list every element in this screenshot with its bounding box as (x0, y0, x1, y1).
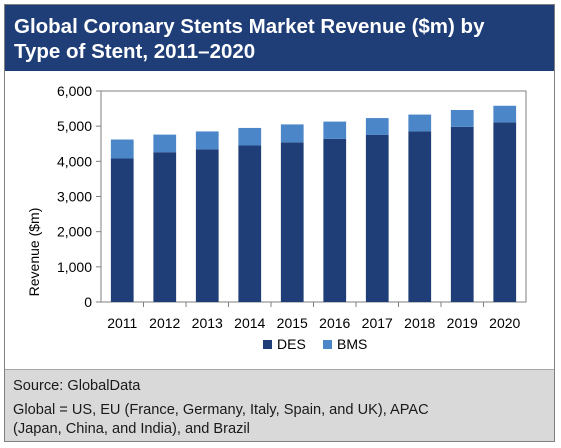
stacked-bar-chart: 0 1,000 2,000 3,000 4,000 5,000 6,000 2011 2012… (26, 83, 527, 352)
chart-footer: Source: GlobalData Global = US, EU (Fran… (5, 369, 554, 441)
x-tick-label: 2017 (362, 315, 393, 331)
y-axis-label: Revenue ($m) (26, 208, 42, 297)
x-tick-label: 2020 (489, 315, 520, 331)
y-tick-label: 2,000 (57, 224, 92, 240)
bar-bms-2012 (153, 134, 177, 153)
x-tick-label: 2012 (149, 315, 180, 331)
bar-bms-2017 (365, 118, 389, 135)
bar-bms-2014 (238, 127, 262, 146)
bar-des-2018 (408, 131, 432, 302)
legend: DES BMS (263, 336, 367, 352)
chart-title-line2: Type of Stent, 2011–2020 (14, 40, 256, 63)
chart-area: 0 1,000 2,000 3,000 4,000 5,000 6,000 2011 2012… (5, 71, 554, 369)
bar-des-2014 (238, 145, 262, 302)
legend-label-bms: BMS (337, 336, 367, 352)
x-tick-label: 2018 (404, 315, 435, 331)
y-tick-label: 6,000 (57, 83, 92, 99)
y-tick-label: 0 (84, 294, 92, 310)
y-tick-label: 5,000 (57, 118, 92, 134)
bar-des-2016 (323, 138, 347, 302)
bar-bms-2016 (323, 121, 347, 139)
coverage-note-line2: (Japan, China, and India), and Brazil (13, 421, 250, 437)
coverage-note-line1: Global = US, EU (France, Germany, Italy,… (13, 402, 429, 418)
x-tick-label: 2019 (447, 315, 478, 331)
legend-label-des: DES (277, 336, 306, 352)
x-tick-label: 2016 (319, 315, 350, 331)
bar-des-2015 (280, 142, 304, 302)
bar-bms-2020 (493, 105, 517, 123)
bar-bms-2011 (110, 139, 134, 159)
bars-group (110, 105, 517, 302)
x-tick-label: 2015 (277, 315, 308, 331)
bar-bms-2018 (408, 114, 432, 132)
x-axis: 2011 2012 2013 2014 2015 2016 2017 2018 2019 2020 (107, 302, 521, 331)
source-note: Source: GlobalData (13, 378, 141, 394)
y-tick-label: 1,000 (57, 259, 92, 275)
chart-header: Global Coronary Stents Market Revenue ($… (5, 5, 554, 71)
x-tick-label: 2011 (107, 315, 137, 331)
chart-title-line1: Global Coronary Stents Market Revenue ($… (14, 15, 485, 38)
bar-des-2020 (493, 122, 517, 302)
y-axis: 0 1,000 2,000 3,000 4,000 5,000 6,000 (57, 83, 101, 310)
bar-des-2019 (450, 126, 474, 302)
y-tick-label: 4,000 (57, 153, 92, 169)
bar-des-2013 (195, 149, 219, 302)
chart-frame: Global Coronary Stents Market Revenue ($… (4, 4, 555, 442)
bar-des-2017 (365, 134, 389, 302)
bar-bms-2019 (450, 109, 474, 127)
x-tick-label: 2013 (192, 315, 223, 331)
legend-swatch-des (263, 340, 272, 349)
legend-swatch-bms (323, 340, 332, 349)
bar-des-2011 (110, 158, 134, 302)
bar-bms-2013 (195, 131, 219, 150)
x-tick-label: 2014 (234, 315, 265, 331)
y-tick-label: 3,000 (57, 189, 92, 205)
bar-des-2012 (153, 152, 177, 302)
bar-bms-2015 (280, 124, 304, 143)
